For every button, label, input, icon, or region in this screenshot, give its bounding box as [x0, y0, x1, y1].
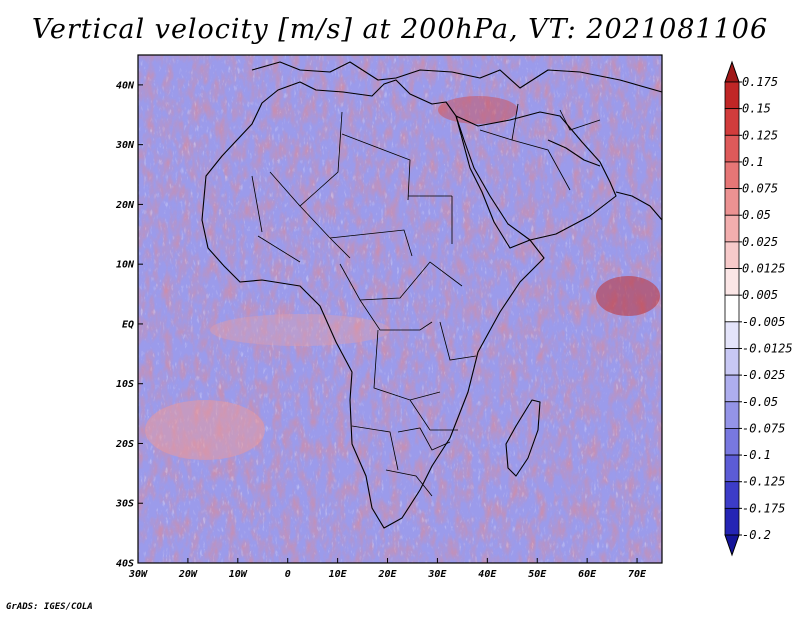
colorbar-box [724, 241, 740, 269]
europe-coastline [251, 61, 663, 93]
colorbar-label: -0.005 [742, 315, 785, 329]
longitude-axis: 30W 20W 10W 0 10E 20E 30E 40E 50E 60E 70E [128, 558, 647, 580]
colorbar-label: 0.0125 [742, 262, 785, 276]
india-coastline [615, 191, 663, 221]
colorbar-box [724, 294, 740, 323]
colorbar-label: -0.1 [742, 448, 771, 462]
arabia-borders [479, 103, 601, 191]
colorbar-box [724, 188, 740, 216]
x-tick-label: 0 [285, 569, 291, 580]
colorbar-box [724, 507, 740, 536]
y-tick-label: EQ [122, 319, 134, 330]
madagascar-coastline [505, 399, 541, 477]
grads-credit: GrADS: IGES/COLA [6, 602, 93, 612]
north-africa-borders [251, 111, 453, 263]
colorbar: 0.175 0.15 0.125 0.1 0.075 0.05 0.025 0.0125 0.0… [724, 60, 793, 557]
colorbar-box [724, 108, 740, 136]
colorbar-box [724, 454, 740, 483]
chart-title: Vertical velocity [m/s] at 200hPa, VT: 2… [31, 14, 769, 45]
country-borders [251, 103, 601, 497]
equatorial-band [210, 314, 390, 346]
y-tick-label: 40N [116, 80, 135, 91]
x-tick-label: 70E [628, 569, 647, 580]
colorbar-label: -0.05 [742, 395, 778, 409]
colorbar-label: -0.2 [742, 528, 771, 542]
colorbar-box [724, 214, 740, 243]
y-tick-label: 20N [115, 200, 135, 211]
south-atlantic-patch [145, 400, 265, 460]
colorbar-top-arrow [724, 60, 740, 83]
y-tick-label: 10S [116, 379, 134, 390]
x-tick-label: 20W [178, 569, 198, 580]
colorbar-box [724, 374, 740, 403]
colorbar-label: -0.025 [742, 368, 785, 382]
colorbar-bottom-arrow [724, 534, 740, 557]
x-tick-label: 50E [528, 569, 547, 580]
y-tick-label: 10N [116, 260, 135, 271]
colorbar-box [724, 428, 740, 456]
latitude-axis: 40N 30N 20N 10N EQ 10S 20S 30S 40S [115, 80, 143, 570]
southern-africa-borders [351, 425, 451, 497]
colorbar-box [724, 268, 740, 296]
colorbar-box [724, 81, 740, 110]
persian-gulf-coastline [547, 139, 601, 167]
colorbar-box [724, 161, 740, 189]
colorbar-label: 0.15 [742, 102, 771, 116]
map-plot-area [138, 55, 663, 563]
plot-frame [137, 54, 663, 564]
y-tick-label: 30S [115, 499, 134, 510]
x-tick-label: 10E [329, 569, 348, 580]
colorbar-label: 0.005 [742, 288, 778, 302]
colorbar-box [724, 348, 740, 376]
colorbar-box [724, 481, 740, 509]
x-tick-label: 60E [578, 569, 597, 580]
colorbar-label: 0.05 [742, 208, 771, 222]
x-tick-label: 30E [427, 569, 447, 580]
middle-east-ascent-patch [438, 96, 518, 124]
colorbar-label: -0.0125 [742, 341, 793, 355]
y-tick-label: 30N [115, 140, 135, 151]
colorbar-label: 0.025 [742, 235, 778, 249]
colorbar-label: -0.125 [742, 475, 785, 489]
colorbar-label: -0.175 [742, 501, 785, 515]
x-tick-label: 30W [128, 569, 148, 580]
colorbar-label: 0.175 [742, 75, 778, 89]
y-tick-label: 20S [115, 439, 134, 450]
colorbar-box [724, 134, 740, 163]
x-tick-label: 40E [478, 569, 497, 580]
colorbar-box [724, 401, 740, 429]
colorbar-label: -0.075 [742, 421, 785, 435]
arabia-coastline [455, 111, 617, 241]
field-texture [138, 55, 662, 563]
x-tick-label: 20E [377, 569, 397, 580]
colorbar-label: 0.1 [742, 155, 764, 169]
arabian-sea-ascent-patch [596, 276, 660, 316]
africa-coastline [201, 79, 545, 529]
colorbar-label: 0.075 [742, 182, 778, 196]
colorbar-label: 0.125 [742, 128, 778, 142]
x-tick-label: 10W [229, 569, 248, 580]
y-tick-label: 40S [116, 559, 134, 570]
central-africa-borders [339, 261, 477, 431]
colorbar-box [724, 321, 740, 349]
coastlines [201, 61, 663, 529]
